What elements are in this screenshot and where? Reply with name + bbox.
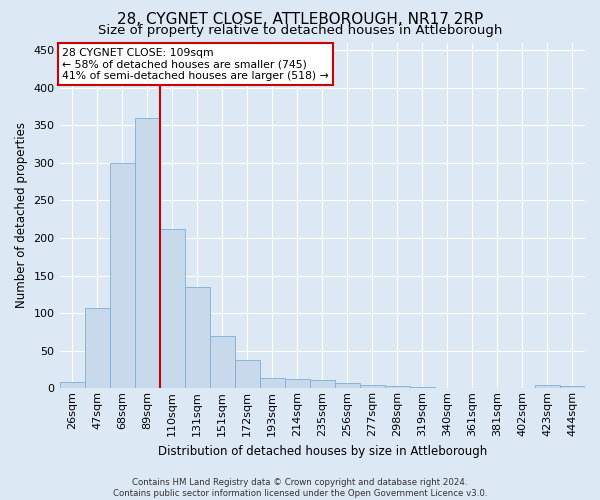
Text: Contains HM Land Registry data © Crown copyright and database right 2024.
Contai: Contains HM Land Registry data © Crown c… [113,478,487,498]
Bar [285,379,310,388]
Y-axis label: Number of detached properties: Number of detached properties [15,122,28,308]
Bar [59,382,85,388]
Bar [209,336,235,388]
X-axis label: Distribution of detached houses by size in Attleborough: Distribution of detached houses by size … [158,444,487,458]
Bar [110,163,134,388]
Bar [185,287,209,388]
Bar [560,386,585,388]
Bar [360,384,385,388]
Text: Size of property relative to detached houses in Attleborough: Size of property relative to detached ho… [98,24,502,37]
Bar [335,383,360,388]
Bar [310,380,335,388]
Bar [535,386,560,388]
Bar [160,229,185,388]
Bar [235,360,260,388]
Bar [134,118,160,388]
Text: 28, CYGNET CLOSE, ATTLEBOROUGH, NR17 2RP: 28, CYGNET CLOSE, ATTLEBOROUGH, NR17 2RP [117,12,483,26]
Text: 28 CYGNET CLOSE: 109sqm
← 58% of detached houses are smaller (745)
41% of semi-d: 28 CYGNET CLOSE: 109sqm ← 58% of detache… [62,48,329,81]
Bar [410,387,435,388]
Bar [385,386,410,388]
Bar [85,308,110,388]
Bar [260,378,285,388]
